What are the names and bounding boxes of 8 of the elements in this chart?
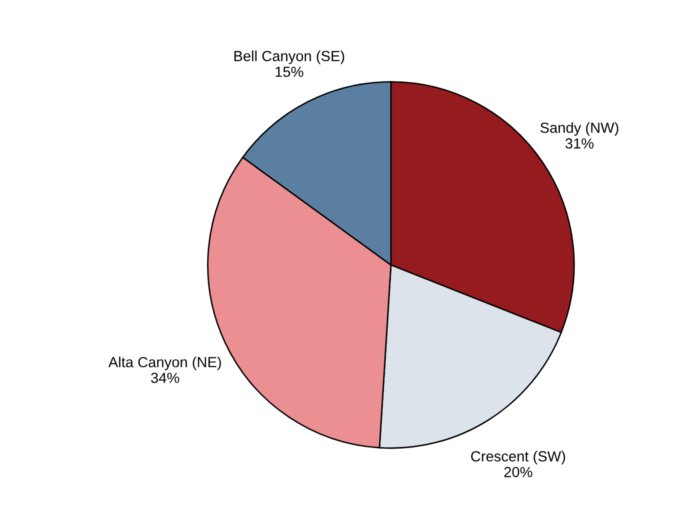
data-label: 34% — [151, 372, 180, 384]
slice-label: Bell Canyon (SE) — [234, 50, 344, 64]
slice-label: Sandy (NW) — [540, 122, 618, 136]
data-label: 31% — [565, 138, 594, 149]
slice-label: Alta Canyon (NE) — [108, 356, 221, 370]
data-label: 15% — [276, 66, 304, 77]
slice-label: Crescent (SW) — [471, 450, 566, 464]
data-label: 20% — [504, 466, 532, 478]
